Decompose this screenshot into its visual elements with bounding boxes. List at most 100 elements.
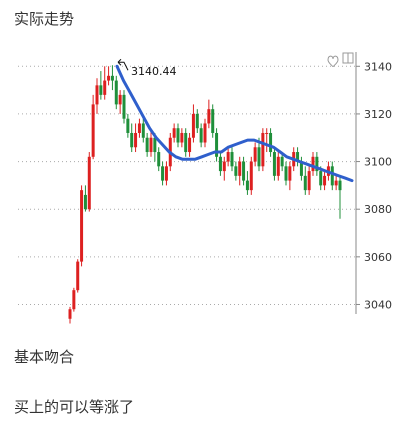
candle-body <box>141 123 145 138</box>
candle-body <box>319 171 323 186</box>
candle-body <box>276 156 280 176</box>
candle-body <box>68 309 72 319</box>
window-icon[interactable] <box>342 52 354 64</box>
note-line-2: 买上的可以等涨了 <box>14 398 135 416</box>
candle <box>199 123 203 148</box>
candlestick-chart: 3140 3120 3100 3080 3060 3040 3140.44 <box>18 52 392 324</box>
candle-body <box>137 123 141 133</box>
candle <box>122 90 126 124</box>
y-tick-label: 3120 <box>364 108 392 121</box>
candle <box>161 161 165 186</box>
candle <box>107 66 111 86</box>
candle-body <box>110 75 114 81</box>
candle-body <box>218 156 222 172</box>
candle <box>288 161 292 191</box>
y-tick-label: 3080 <box>364 203 392 216</box>
candle-body <box>118 94 122 105</box>
candle-body <box>230 152 234 167</box>
candle <box>172 123 176 143</box>
candle <box>76 259 80 293</box>
candle-body <box>126 118 130 133</box>
candle <box>222 156 226 181</box>
candle-body <box>180 132 184 143</box>
candle <box>253 142 257 167</box>
candle-body <box>299 161 303 176</box>
y-tick-label: 3060 <box>364 251 392 264</box>
candle <box>195 109 199 133</box>
moving-average-line <box>115 64 354 183</box>
candle-body <box>207 109 211 124</box>
candle <box>180 128 184 148</box>
candle <box>191 104 195 143</box>
candle-body <box>83 194 87 210</box>
candle-body <box>199 128 203 143</box>
y-tick-label: 3040 <box>364 298 392 311</box>
candle-body <box>234 166 238 176</box>
candle-body <box>238 161 242 176</box>
candle-body <box>222 161 226 172</box>
candle-body <box>253 147 257 162</box>
annotation-arrow <box>117 58 129 71</box>
candle <box>230 147 234 172</box>
heart-icon[interactable] <box>327 55 339 68</box>
chart-toolbar[interactable] <box>327 52 354 68</box>
candle <box>338 175 342 219</box>
candle-body <box>242 161 246 181</box>
candle-body <box>226 152 230 162</box>
candle <box>330 161 334 191</box>
candle <box>315 152 319 176</box>
candle <box>141 118 145 143</box>
candle-body <box>80 190 84 262</box>
candle-body <box>149 137 153 153</box>
candle <box>307 166 311 195</box>
candle-body <box>161 166 165 181</box>
candle-body <box>103 80 107 95</box>
candle <box>176 123 180 148</box>
candle-body <box>245 180 249 191</box>
candle <box>137 118 141 138</box>
candle <box>188 132 192 157</box>
candle <box>215 128 219 162</box>
candle <box>265 128 269 153</box>
candle-body <box>195 113 199 129</box>
candle <box>145 132 149 157</box>
candle-body <box>284 166 288 181</box>
candle-body <box>280 156 284 167</box>
candle <box>130 123 134 153</box>
candle <box>164 161 168 186</box>
candle <box>80 185 84 267</box>
candle-body <box>134 132 138 148</box>
candle-body <box>76 261 80 291</box>
candle-body <box>153 137 157 153</box>
candle <box>249 156 253 195</box>
candle-body <box>172 128 176 138</box>
candle-body <box>315 156 319 172</box>
candle-body <box>145 137 149 153</box>
candle-body <box>307 171 311 191</box>
candle <box>226 147 230 167</box>
candle-body <box>91 104 95 157</box>
y-axis-ticks: 3140 3120 3100 3080 3060 3040 <box>356 60 392 311</box>
candle <box>296 147 300 167</box>
candle-body <box>122 94 126 119</box>
candle-body <box>72 290 76 310</box>
candle <box>110 65 114 91</box>
candle <box>218 152 222 176</box>
candle <box>95 78 99 114</box>
candle <box>114 75 118 110</box>
y-tick-label: 3100 <box>364 156 392 169</box>
candle <box>245 171 249 195</box>
candle-body <box>272 152 276 176</box>
candle-body <box>288 166 292 181</box>
candle-body <box>87 156 91 210</box>
candle <box>118 90 122 114</box>
candle-body <box>261 132 265 167</box>
candle-body <box>176 128 180 143</box>
candle-body <box>203 123 207 143</box>
candle-body <box>184 132 188 153</box>
candle-body <box>249 161 253 191</box>
candle-body <box>107 75 111 81</box>
candle <box>83 185 87 212</box>
y-tick-label: 3140 <box>364 60 392 73</box>
candle <box>323 171 327 191</box>
